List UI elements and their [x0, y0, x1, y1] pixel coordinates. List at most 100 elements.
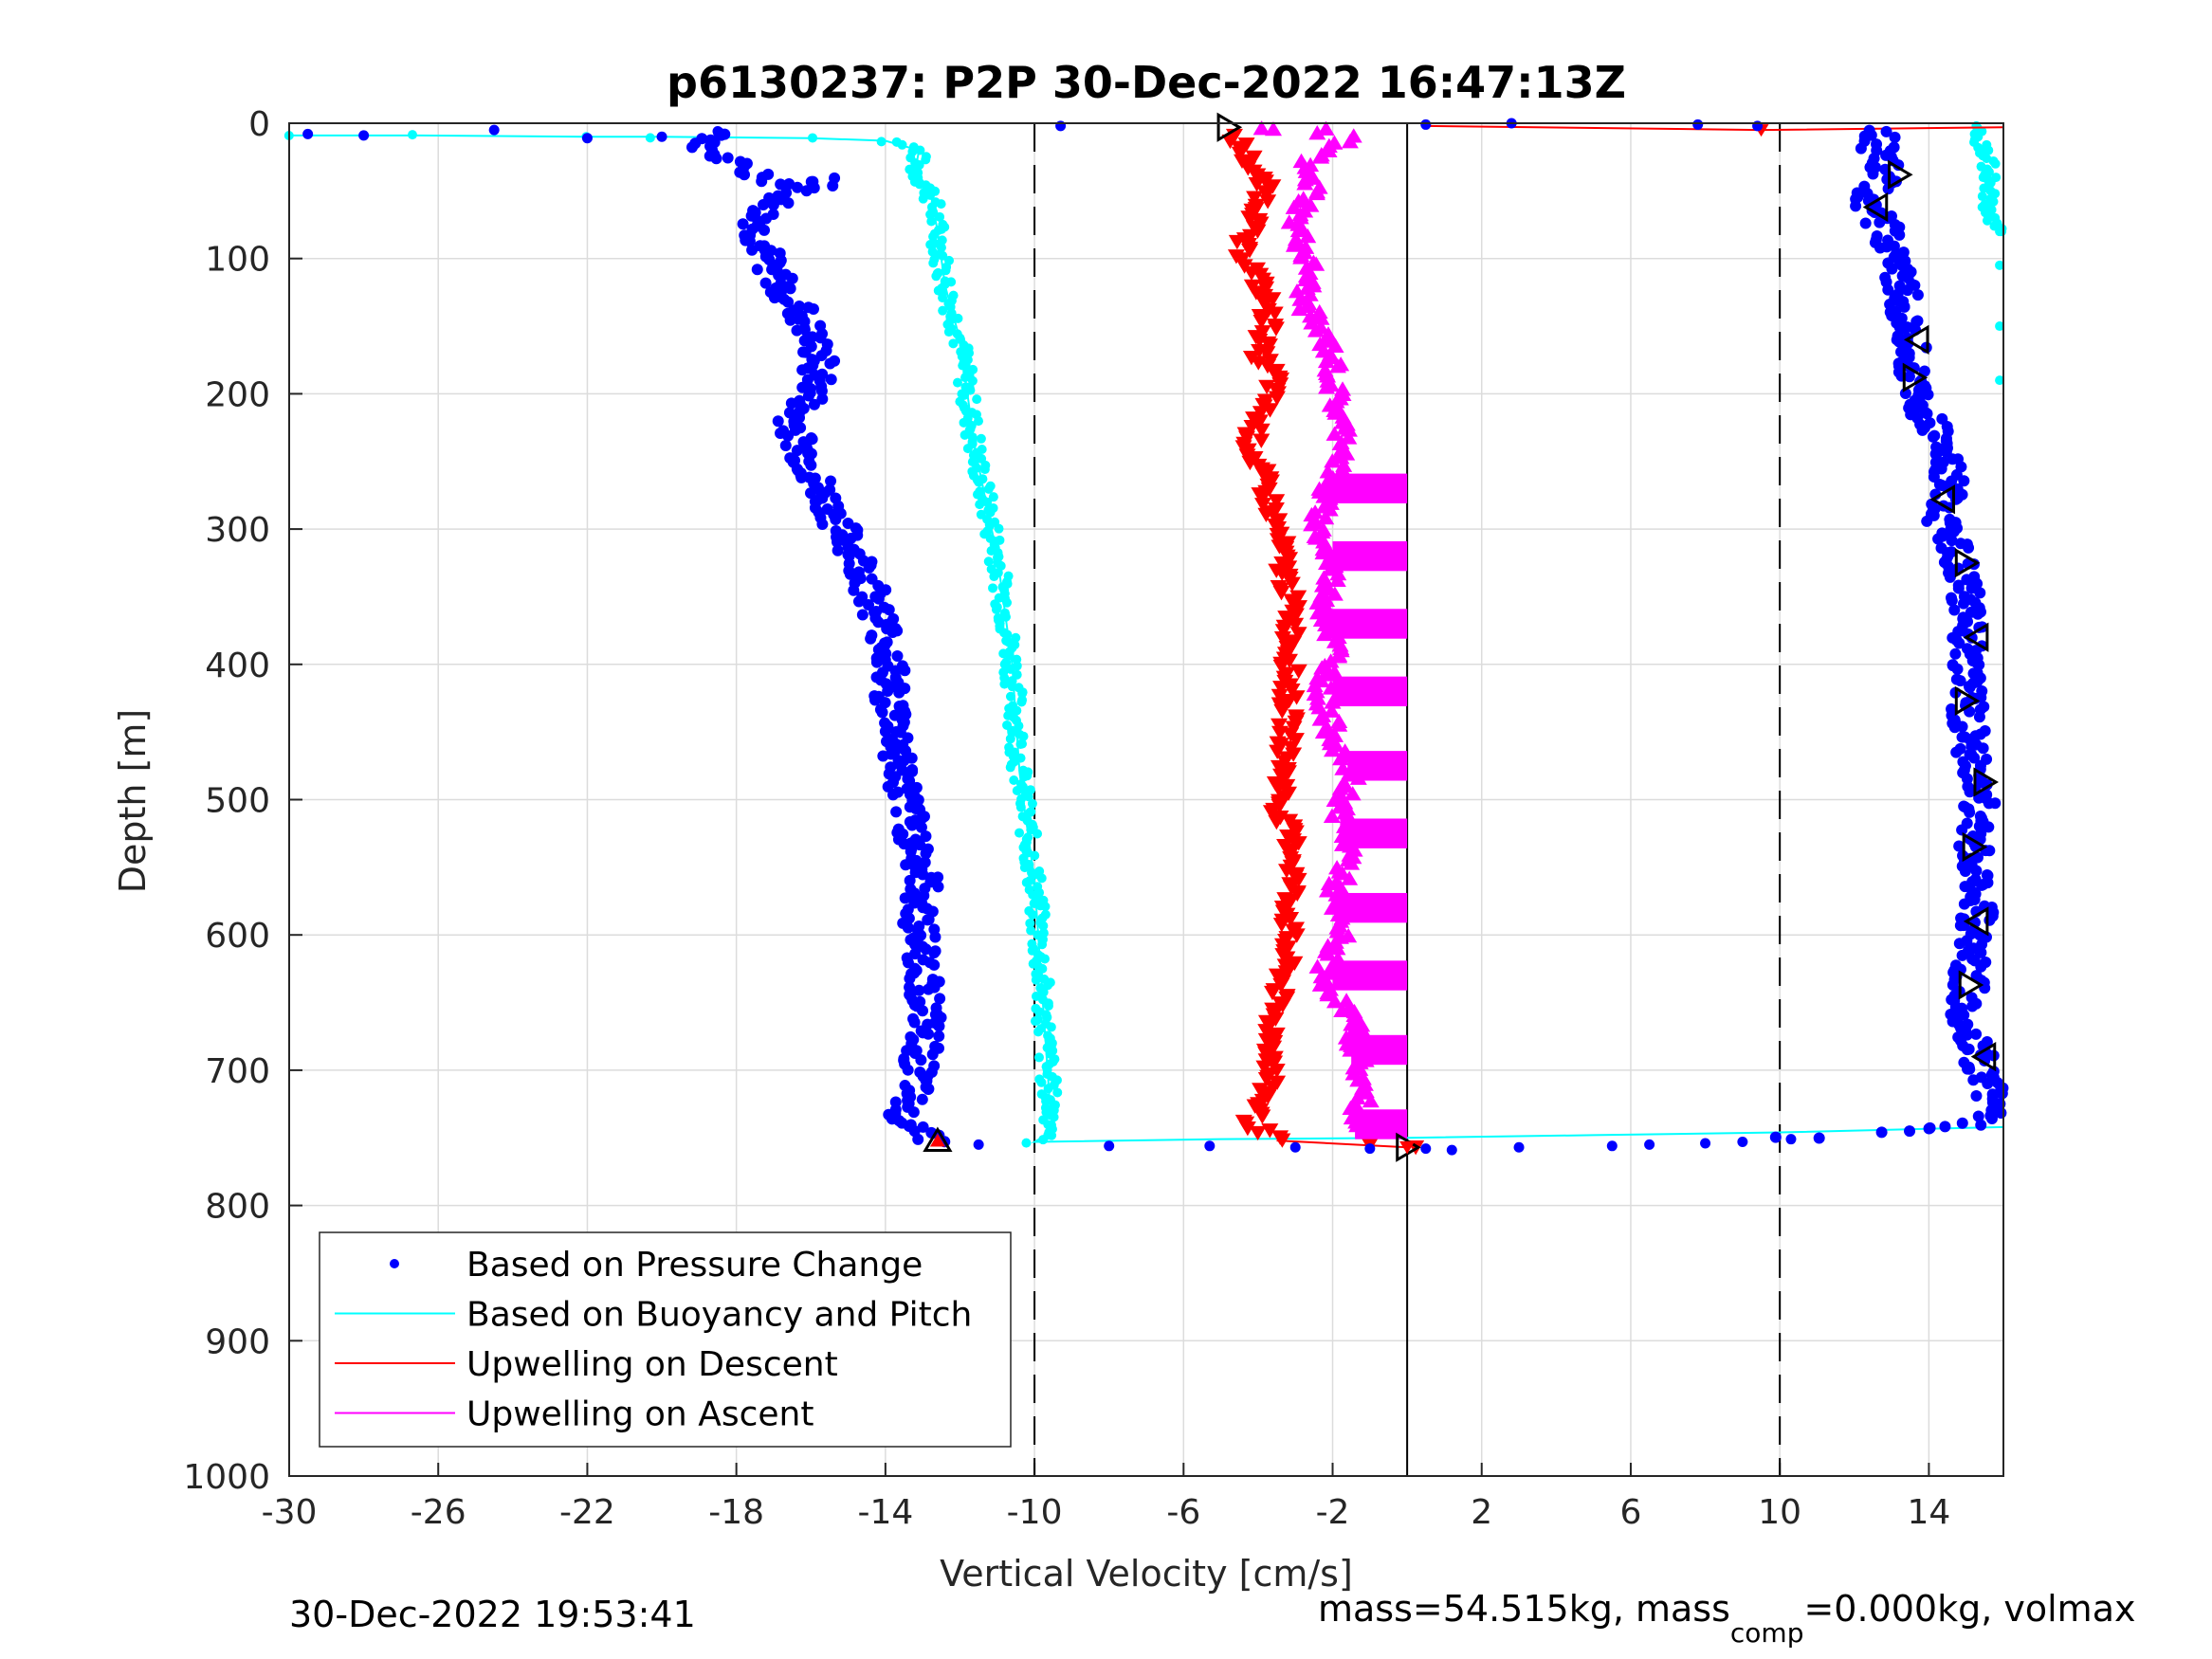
axes-box [288, 122, 2004, 1477]
buoyancy-point [925, 240, 936, 250]
pressure-point [1972, 1110, 1984, 1122]
upwelling-ascent-band [1332, 676, 1408, 707]
upwelling-ascent-marker [1343, 1016, 1361, 1031]
upwelling-ascent-band [1332, 540, 1408, 572]
buoyancy-point [1036, 1077, 1047, 1087]
pressure-point [1974, 587, 1986, 599]
pressure-point [759, 224, 771, 236]
x-tick-label: -10 [1007, 1493, 1063, 1532]
upwelling-ascent-marker [1299, 228, 1317, 244]
black-triangle-marker [1963, 622, 1989, 652]
pressure-point [887, 627, 899, 639]
upwelling-descent-marker [1272, 586, 1290, 601]
series-upwelling-ascent [1252, 120, 1408, 1139]
pressure-point [1859, 217, 1872, 229]
pressure-point [791, 181, 803, 193]
pressure-point [796, 381, 809, 393]
buoyancy-point [960, 373, 971, 383]
pressure-point [923, 983, 935, 995]
upwelling-descent-marker [1262, 805, 1280, 820]
pressure-point [1955, 538, 1967, 550]
pressure-point [923, 1083, 935, 1095]
pressure-point [746, 244, 759, 256]
pressure-point [907, 1106, 920, 1119]
upwelling-ascent-marker [1323, 808, 1341, 823]
pressure-point [795, 471, 808, 483]
buoyancy-point [1021, 1138, 1032, 1148]
pressure-point [917, 868, 929, 881]
buoyancy-point [1038, 921, 1049, 931]
buoyancy-point [1023, 792, 1033, 802]
pressure-point [827, 179, 839, 191]
upwelling-descent-marker [1283, 576, 1301, 592]
pressure-point [805, 459, 817, 471]
black-triangle-marker [1962, 831, 1988, 863]
upwelling-descent-marker [1249, 1125, 1267, 1141]
upwelling-descent-marker [1278, 951, 1296, 966]
upwelling-descent-marker [1271, 688, 1289, 704]
buoyancy-point [975, 500, 985, 510]
upwelling-descent-marker [1250, 416, 1268, 431]
pressure-point [1769, 1131, 1782, 1143]
pressure-point [779, 440, 792, 452]
upwelling-descent-marker [1269, 744, 1287, 759]
pressure-point [722, 152, 734, 164]
upwelling-descent-marker [1266, 1055, 1284, 1070]
upwelling-ascent-marker [1318, 592, 1336, 608]
pressure-point [882, 780, 894, 793]
pressure-point [879, 725, 891, 738]
pressure-point [1785, 1134, 1797, 1145]
upwelling-descent-marker [1272, 918, 1290, 933]
upwelling-descent-marker [1267, 321, 1285, 337]
upwelling-ascent-marker [1328, 572, 1346, 588]
buoyancy-point [999, 679, 1010, 689]
pressure-point [1949, 959, 1962, 972]
buoyancy-point [989, 572, 999, 582]
pressure-point [848, 584, 860, 596]
upwelling-descent-bottom-line [1276, 1139, 1408, 1149]
black-triangle-marker [1902, 362, 1929, 392]
pressure-point [1957, 756, 1969, 768]
buoyancy-point [931, 271, 941, 282]
upwelling-ascent-marker [1331, 780, 1349, 795]
pressure-point [772, 415, 784, 428]
legend-marker-pressure [390, 1259, 399, 1268]
pressure-point [1813, 1132, 1825, 1144]
upwelling-ascent-band [1340, 892, 1408, 923]
pressure-point [902, 921, 914, 934]
black-triangle-marker [1963, 906, 1989, 937]
upwelling-descent-marker [1268, 494, 1286, 509]
pressure-point [1924, 417, 1936, 429]
buoyancy-point [1015, 802, 1026, 812]
series-pressure-change [302, 118, 2009, 1156]
x-tick-label: 14 [1907, 1493, 1950, 1532]
buoyancy-point [1005, 664, 1015, 674]
buoyancy-point [1033, 829, 1043, 839]
red-bottom-marker [929, 1133, 945, 1147]
pressure-point [1966, 953, 1979, 965]
pressure-point [917, 1121, 929, 1133]
buoyancy-point [979, 465, 990, 475]
buoyancy-point [1005, 734, 1015, 744]
buoyancy-point [1002, 597, 1013, 608]
upwelling-descent-marker [1231, 146, 1249, 161]
buoyancy-point [994, 523, 1004, 534]
legend-label: Upwelling on Descent [466, 1345, 838, 1384]
upwelling-ascent-marker [1341, 870, 1359, 885]
pressure-point [877, 750, 889, 762]
upwelling-descent-marker [1272, 977, 1290, 994]
pressure-point [908, 1016, 921, 1029]
pressure-point [1987, 1066, 2000, 1078]
pressure-point [759, 277, 772, 289]
pressure-point [902, 1064, 914, 1076]
pressure-point [1930, 441, 1943, 453]
upwelling-ascent-marker [1323, 702, 1341, 718]
y-tick-label: 400 [205, 647, 270, 685]
upwelling-ascent-marker [1324, 741, 1342, 757]
pressure-point [656, 131, 667, 142]
pressure-point [1947, 659, 1959, 671]
pressure-point [756, 175, 768, 188]
pressure-point [791, 324, 803, 337]
pressure-point [928, 946, 941, 958]
buoyancy-point [938, 293, 948, 303]
